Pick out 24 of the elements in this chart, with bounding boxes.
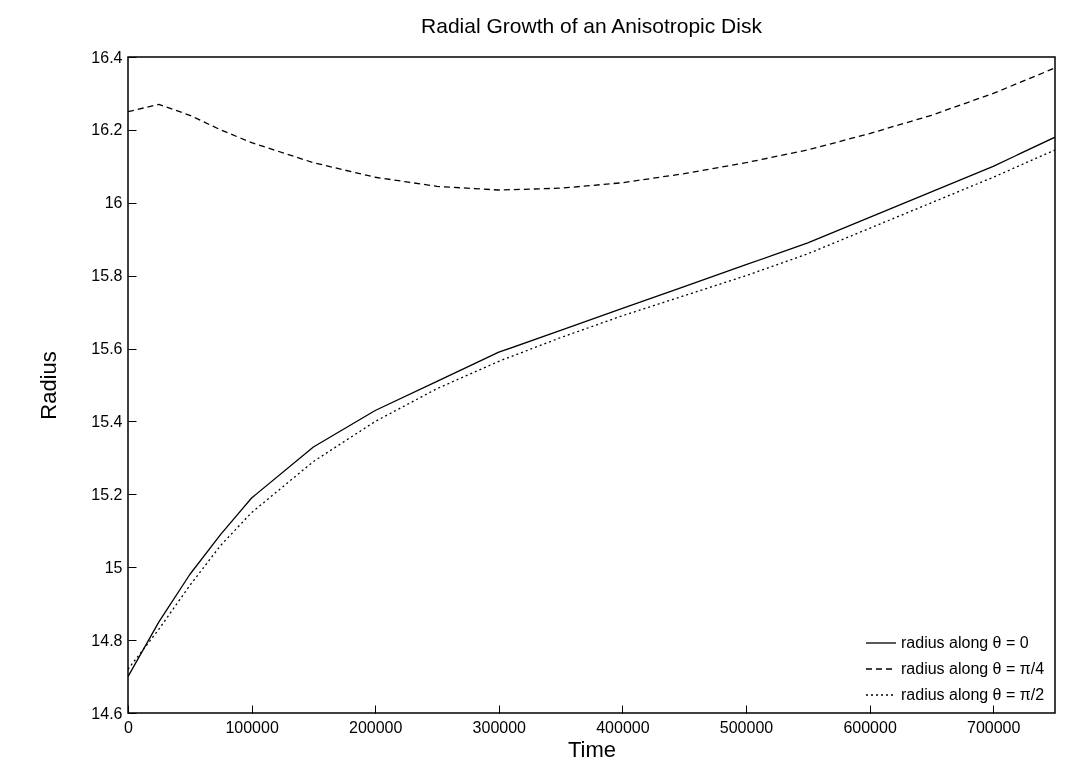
y-tick-label: 15.6 xyxy=(91,340,123,358)
chart-title: Radial Growth of an Anisotropic Disk xyxy=(421,14,763,37)
x-tick-label: 600000 xyxy=(843,718,897,736)
y-tick-label: 15.4 xyxy=(91,412,123,430)
x-tick-label: 300000 xyxy=(472,718,527,736)
y-tick-label: 15 xyxy=(104,558,123,576)
y-axis-title: Radius xyxy=(36,351,62,420)
x-tick-label: 100000 xyxy=(225,718,279,736)
x-tick-label: 0 xyxy=(124,718,134,736)
y-tick-label: 15.2 xyxy=(91,485,123,503)
y-tick-label: 14.8 xyxy=(91,631,123,649)
y-tick-label: 14.6 xyxy=(91,704,123,722)
x-tick-label: 700000 xyxy=(967,718,1021,736)
y-tick-label: 16.4 xyxy=(91,48,123,66)
x-tick-label: 500000 xyxy=(719,718,774,736)
x-tick-label: 200000 xyxy=(349,718,403,736)
x-tick-label: 400000 xyxy=(596,718,650,736)
y-tick-label: 15.8 xyxy=(91,267,123,285)
y-tick-label: 16.2 xyxy=(91,121,123,139)
x-axis-title: Time xyxy=(567,736,617,762)
legend-label: radius along θ = 0 xyxy=(901,634,1029,651)
legend-label: radius along θ = π/4 xyxy=(901,660,1045,677)
y-tick-label: 16 xyxy=(104,194,123,212)
legend-label: radius along θ = π/2 xyxy=(901,686,1045,703)
